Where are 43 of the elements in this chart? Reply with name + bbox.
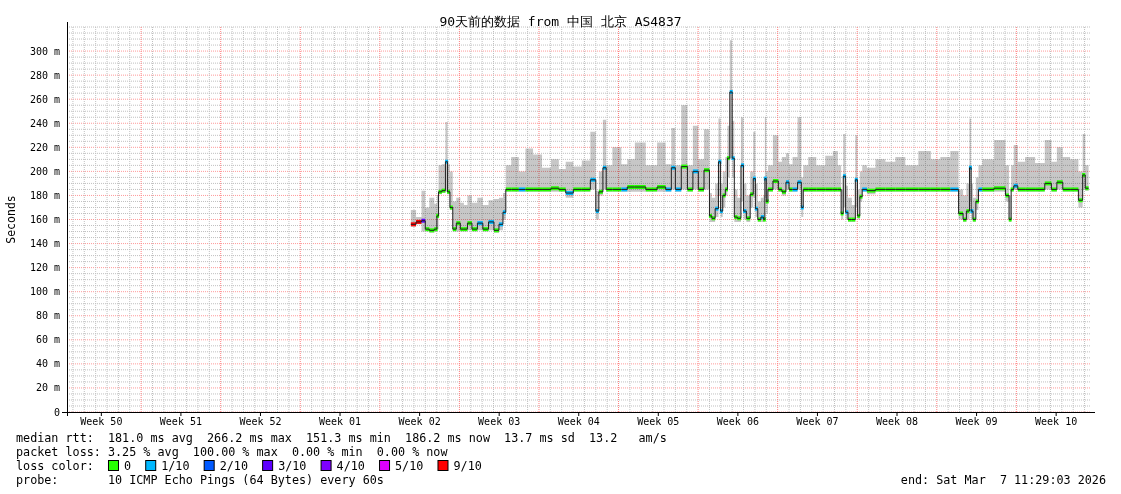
y-tick-label: 160 m: [29, 214, 60, 225]
x-tick-label: Week 01: [318, 416, 362, 427]
text: packet loss: 3.25 % avg 100.00 % max 0.00 % min 0.00 % now: [16, 445, 449, 459]
x-tick-label: Week 50: [80, 416, 123, 427]
chart-title: 90天前的数据 from 中国 北京 AS4837: [439, 14, 682, 29]
y-axis-title: Seconds: [4, 195, 18, 244]
y-tick-label: 120 m: [29, 262, 60, 274]
x-tick-label: Week 03: [478, 416, 521, 427]
y-tick-label: 280 m: [29, 69, 60, 81]
legend-label: 5/10: [395, 459, 424, 473]
legend-label: 4/10: [336, 459, 365, 473]
y-tick-label: 40 m: [35, 358, 60, 370]
x-tick-label: Week 07: [796, 416, 839, 427]
x-tick-label: Week 04: [557, 416, 600, 427]
y-tick-label: 0: [53, 406, 60, 418]
legend-label: 2/10: [219, 459, 248, 473]
text: probe: 10 ICMP Echo Pings (64 Bytes) every 60s: [16, 473, 384, 487]
y-tick-label: 200 m: [29, 165, 60, 177]
x-tick-label: Week 06: [716, 416, 759, 427]
y-tick-label: 60 m: [35, 334, 60, 346]
legend-title: loss color:: [16, 459, 94, 473]
y-tick-label: 180 m: [29, 189, 60, 201]
y-tick-label: 300 m: [29, 45, 60, 57]
x-tick-label: Week 51: [159, 416, 202, 427]
y-tick-label: 220 m: [29, 141, 60, 153]
y-tick-label: 140 m: [29, 238, 60, 250]
x-tick-label: Week 02: [398, 416, 441, 427]
x-tick-label: Week 09: [955, 416, 998, 427]
x-tick-label: Week 52: [239, 416, 282, 427]
x-tick-label: Week 05: [637, 416, 680, 427]
x-tick-label: Week 08: [875, 416, 919, 427]
y-tick-label: 20 m: [35, 382, 60, 394]
x-tick-label: Week 10: [1035, 416, 1078, 427]
legend-label: 9/10: [453, 459, 482, 473]
y-tick-label: 80 m: [35, 310, 60, 322]
text: end: Sat Mar 7 11:29:03 2026: [900, 473, 1106, 487]
y-tick-label: 100 m: [29, 286, 60, 298]
legend-label: 0: [123, 459, 132, 473]
y-tick-label: 260 m: [29, 93, 60, 105]
legend-label: 3/10: [278, 459, 307, 473]
y-tick-label: 240 m: [29, 117, 60, 129]
legend-label: 1/10: [161, 459, 190, 473]
text: median rtt: 181.0 ms avg 266.2 ms max 151.3 ms min 186.2 ms now 13.7 ms sd 13.2 am/s: [16, 431, 667, 445]
